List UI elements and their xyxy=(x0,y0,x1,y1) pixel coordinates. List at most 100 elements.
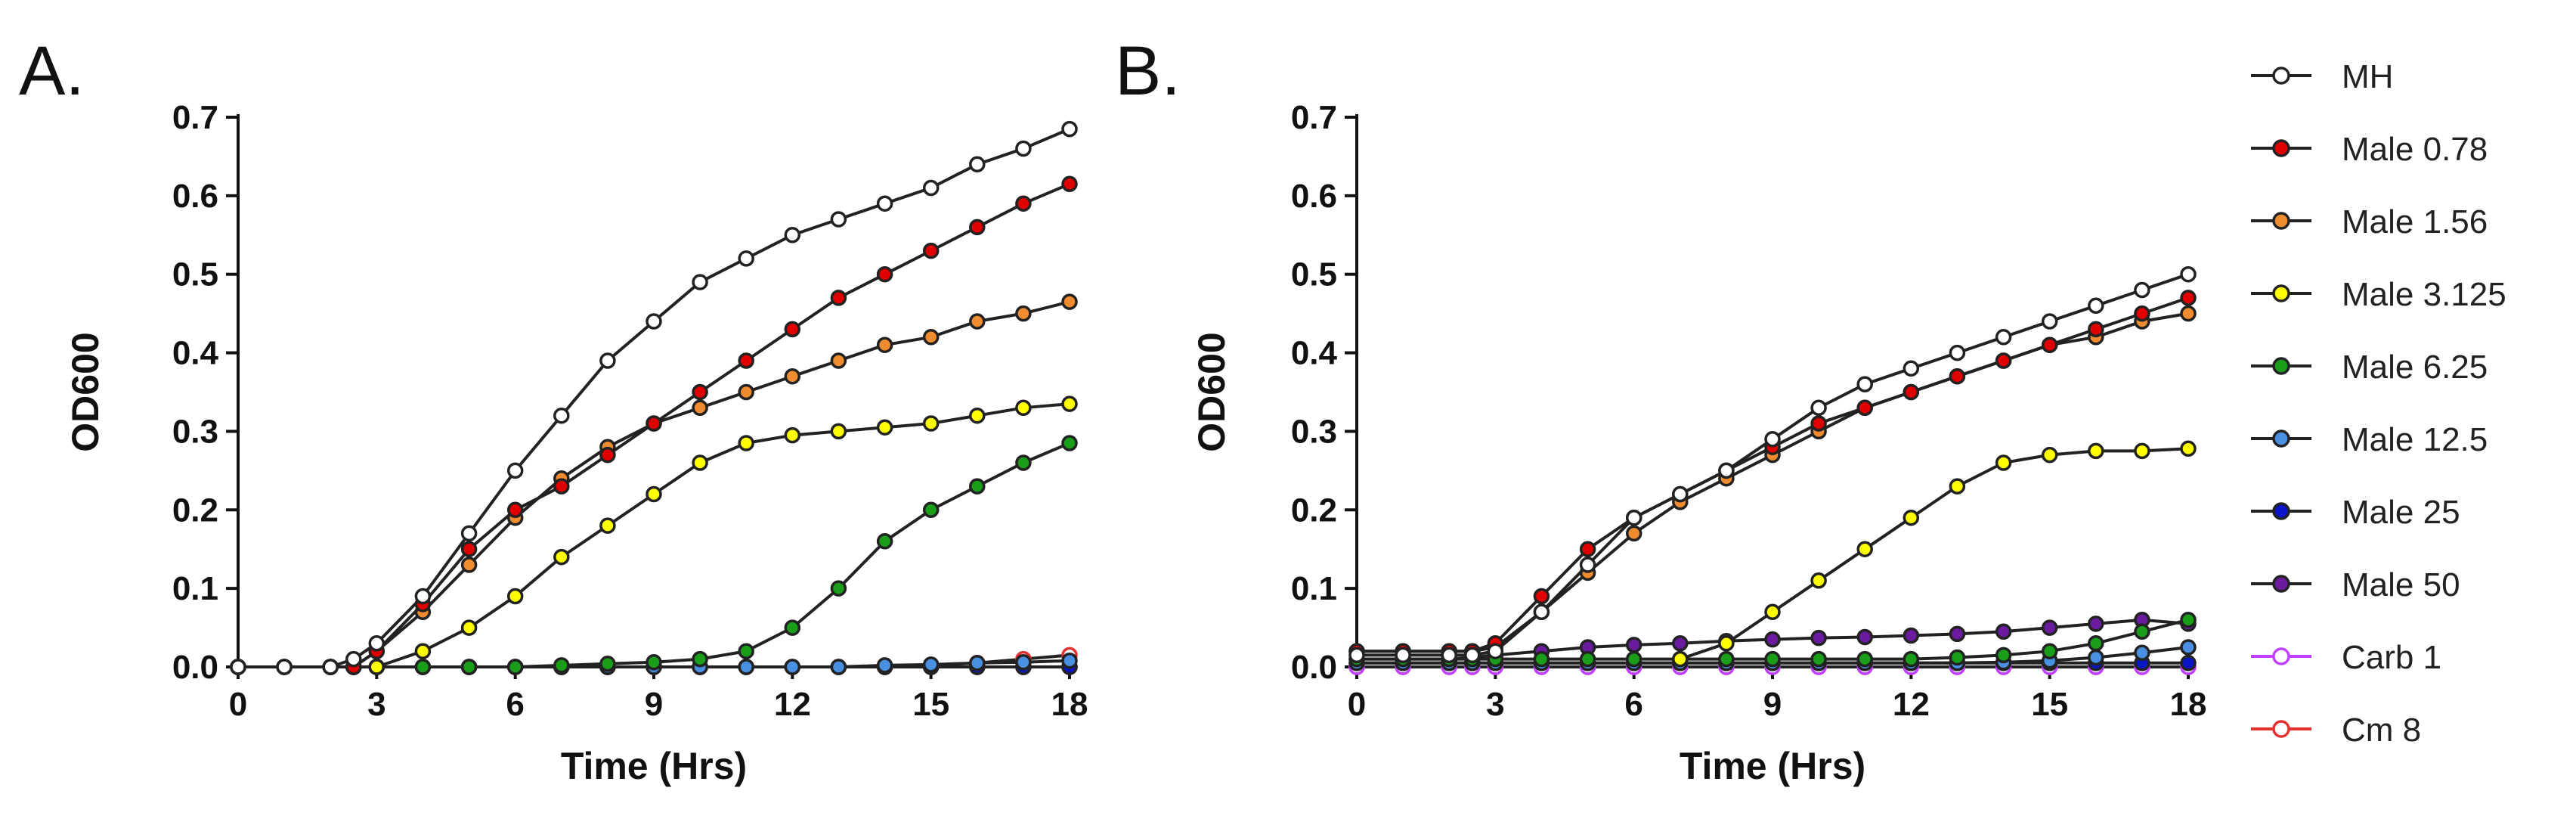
legend-item: Cm 8 xyxy=(2251,712,2421,749)
data-point xyxy=(599,446,616,464)
data-point xyxy=(2041,643,2058,659)
data-point xyxy=(1015,140,1032,157)
legend-label: Male 0.78 xyxy=(2342,131,2488,168)
data-point xyxy=(599,656,616,672)
legend-item: MH xyxy=(2251,58,2393,95)
legend-label: Male 3.125 xyxy=(2342,276,2506,313)
data-point xyxy=(738,352,754,369)
x-tick-label: 3 xyxy=(1486,686,1504,723)
legend-item: Male 50 xyxy=(2251,566,2460,603)
x-axis-title: Time (Hrs) xyxy=(561,745,747,787)
x-axis-title: Time (Hrs) xyxy=(1680,745,1865,787)
data-point xyxy=(1579,557,1596,573)
data-point xyxy=(969,219,986,236)
data-point xyxy=(1949,344,1966,361)
y-tick-label: 0.2 xyxy=(172,492,218,529)
data-point xyxy=(2180,440,2197,457)
data-point xyxy=(876,195,893,212)
data-point xyxy=(1995,623,2012,640)
data-point xyxy=(276,659,293,675)
data-point xyxy=(830,580,847,597)
data-point xyxy=(1672,635,1689,652)
data-point xyxy=(1810,629,1827,647)
legend-marker xyxy=(2272,67,2290,85)
legend-marker xyxy=(2272,212,2290,230)
data-point xyxy=(738,643,754,659)
data-point xyxy=(1348,647,1365,664)
data-point xyxy=(1995,329,2012,346)
data-point xyxy=(460,557,478,573)
data-point xyxy=(1949,478,1966,495)
data-point xyxy=(876,265,893,283)
data-point xyxy=(2088,442,2104,460)
data-point xyxy=(1579,541,1596,557)
data-point xyxy=(922,179,940,197)
panel-label: A. xyxy=(19,33,85,110)
data-point xyxy=(692,399,708,417)
data-point xyxy=(692,650,708,668)
data-point xyxy=(230,659,246,675)
data-point xyxy=(2088,616,2104,632)
data-point xyxy=(1579,650,1596,668)
y-axis-title: OD600 xyxy=(64,332,107,451)
y-tick-label: 0.2 xyxy=(1291,492,1337,529)
panel-label: B. xyxy=(1115,33,1181,110)
data-point xyxy=(2134,305,2150,322)
data-point xyxy=(1533,650,1550,668)
data-point xyxy=(1015,399,1032,417)
data-point xyxy=(460,525,478,542)
data-point xyxy=(322,659,339,675)
data-point xyxy=(2088,635,2104,652)
y-tick-label: 0.5 xyxy=(1291,256,1337,293)
data-point xyxy=(1061,395,1078,412)
y-tick-label: 0.4 xyxy=(172,335,219,372)
data-point xyxy=(368,635,385,652)
data-point xyxy=(1718,650,1735,668)
data-point xyxy=(2088,649,2104,666)
data-point xyxy=(2041,619,2058,636)
data-point xyxy=(1764,431,1781,448)
legend-marker xyxy=(2272,139,2290,157)
data-point xyxy=(1672,650,1689,668)
data-point xyxy=(922,329,940,346)
data-point xyxy=(2134,644,2150,662)
data-point xyxy=(1015,654,1032,671)
legend-item: Male 0.78 xyxy=(2251,131,2488,168)
y-tick-label: 0.1 xyxy=(1291,570,1337,607)
data-point xyxy=(599,352,616,369)
data-point xyxy=(969,313,986,330)
data-point xyxy=(830,352,847,369)
y-tick-label: 0.3 xyxy=(172,413,218,450)
data-point xyxy=(692,274,708,290)
data-point xyxy=(1810,572,1827,589)
data-point xyxy=(1015,195,1032,212)
legend-item: Male 6.25 xyxy=(2251,349,2488,386)
legend-label: Male 6.25 xyxy=(2342,349,2488,386)
x-tick-label: 12 xyxy=(774,686,811,723)
data-point xyxy=(830,659,847,675)
data-point xyxy=(2180,290,2197,306)
legend: MH Male 0.78 Male 1.56 Male 3.125 Male 6.25 M… xyxy=(2251,58,2506,749)
legend-label: Male 50 xyxy=(2342,566,2460,603)
data-point xyxy=(922,242,940,259)
data-point xyxy=(784,227,801,243)
data-point xyxy=(784,659,801,675)
data-point xyxy=(506,588,524,605)
data-point xyxy=(2180,305,2197,322)
panel-a: A. 0.0 0.1 0.2 0.3 0.4 0.5 0.6 0.7 0 3 6 9 12 15 18 Time… xyxy=(19,33,1088,787)
data-point xyxy=(2180,639,2197,656)
data-point xyxy=(506,659,524,675)
data-point xyxy=(1625,650,1643,668)
data-point xyxy=(1015,454,1032,471)
data-point xyxy=(1949,649,1966,666)
y-tick-label: 0.6 xyxy=(172,178,218,215)
data-point xyxy=(692,454,708,471)
legend-marker xyxy=(2272,430,2290,448)
data-point xyxy=(922,656,940,673)
data-point xyxy=(922,501,940,519)
legend-marker xyxy=(2272,647,2290,665)
data-point xyxy=(738,383,754,401)
y-tick-label: 0.7 xyxy=(172,99,218,136)
data-point xyxy=(1533,588,1550,605)
data-point xyxy=(1903,383,1920,401)
